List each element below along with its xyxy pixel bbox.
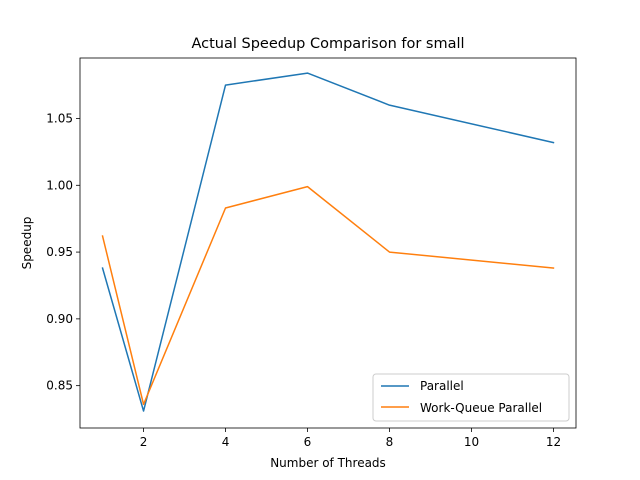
y-tick-label: 1.05: [46, 112, 73, 126]
y-tick-label: 0.95: [46, 245, 73, 259]
x-axis-ticks: 2 4 6 8 10 12: [140, 428, 561, 449]
x-axis-label: Number of Threads: [270, 456, 386, 470]
series-line-1: [101, 185, 555, 406]
x-tick-label: 6: [304, 435, 312, 449]
legend-label-parallel: Parallel: [420, 379, 464, 393]
x-tick-label: 12: [546, 435, 561, 449]
legend-label-work-queue-parallel: Work-Queue Parallel: [420, 401, 542, 415]
legend-box: [372, 373, 570, 422]
y-axis-label: Speedup: [20, 217, 34, 270]
y-axis-ticks: 0.85 0.90 0.95 1.00 1.05: [46, 112, 80, 393]
chart-title: Actual Speedup Comparison for small: [191, 36, 464, 52]
x-tick-label: 10: [464, 435, 479, 449]
y-tick-label: 0.90: [46, 312, 73, 326]
plot-lines: [101, 72, 555, 412]
series-line-0: [101, 72, 555, 412]
x-tick-label: 4: [222, 435, 230, 449]
legend: Parallel Work-Queue Parallel: [372, 373, 570, 422]
x-tick-label: 2: [140, 435, 148, 449]
x-tick-label: 8: [386, 435, 394, 449]
y-tick-label: 0.85: [46, 379, 73, 393]
y-tick-label: 1.00: [46, 178, 73, 192]
plot-frame: [79, 57, 577, 429]
